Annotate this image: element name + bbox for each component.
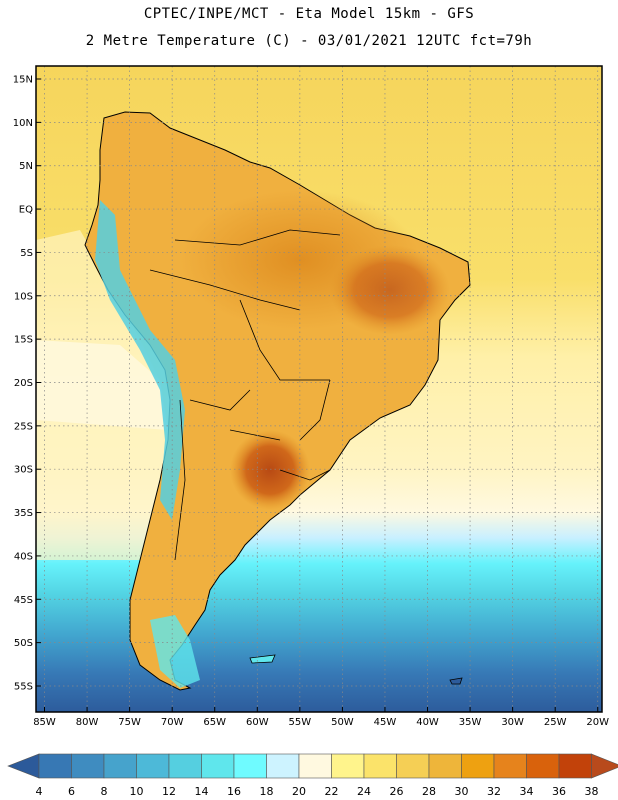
lon-tick-label: 70W: [161, 717, 184, 728]
lat-tick-label: 10N: [13, 118, 33, 129]
colorbar-swatch: [558, 753, 592, 779]
lat-tick-label: 15S: [14, 335, 33, 346]
colorbar-label: 32: [487, 785, 501, 798]
lat-tick-label: 35S: [14, 508, 33, 519]
colorbar-swatch: [38, 753, 72, 779]
colorbar-swatch: [428, 753, 462, 779]
lat-tick-label: 5S: [20, 248, 33, 259]
colorbar-label: 22: [325, 785, 339, 798]
colorbar-label: 28: [422, 785, 436, 798]
colorbar-label: 8: [101, 785, 108, 798]
map-frame: [35, 65, 603, 713]
colorbar-swatch: [136, 753, 170, 779]
colorbar-swatch: [493, 753, 527, 779]
colorbar-swatch: [266, 753, 300, 779]
lat-tick-label: 5N: [19, 161, 33, 172]
colorbar-swatch: [298, 753, 332, 779]
lat-tick-label: 40S: [14, 551, 33, 562]
colorbar-low-arrow: [7, 753, 40, 779]
lat-tick-label: 20S: [14, 378, 33, 389]
map-title-source: CPTEC/INPE/MCT - Eta Model 15km - GFS: [143, 6, 475, 22]
colorbar-swatch: [331, 753, 365, 779]
colorbar-label: 36: [552, 785, 566, 798]
colorbar-swatch: [363, 753, 397, 779]
lat-tick-label: 25S: [14, 421, 33, 432]
colorbar-swatch: [461, 753, 495, 779]
lon-tick-label: 85W: [33, 717, 56, 728]
lon-tick-label: 20W: [586, 717, 609, 728]
colorbar-swatch: [233, 753, 267, 779]
colorbar-high-arrow: [591, 753, 618, 779]
colorbar-swatch: [396, 753, 430, 779]
colorbar-label: 34: [520, 785, 534, 798]
lon-tick-label: 60W: [246, 717, 269, 728]
lon-tick-label: 50W: [331, 717, 354, 728]
colorbar-label: 6: [68, 785, 75, 798]
lat-tick-label: 45S: [14, 595, 33, 606]
temperature-colorbar: 4 6 8 10 12 14 16 18 20 22 24 26 28 30 32 34 36 38: [7, 753, 618, 798]
lat-tick-label: 10S: [14, 291, 33, 302]
lon-tick-label: 30W: [501, 717, 524, 728]
lat-tick-label: EQ: [19, 205, 33, 216]
colorbar-label: 20: [292, 785, 306, 798]
lon-tick-label: 25W: [544, 717, 567, 728]
colorbar-swatch: [71, 753, 105, 779]
colorbar-label: 10: [130, 785, 144, 798]
colorbar-label: 12: [162, 785, 176, 798]
lon-tick-label: 75W: [118, 717, 141, 728]
colorbar-label: 24: [357, 785, 371, 798]
lon-tick-label: 65W: [203, 717, 226, 728]
colorbar-label: 38: [585, 785, 599, 798]
colorbar-label: 18: [260, 785, 274, 798]
colorbar-label: 26: [390, 785, 404, 798]
colorbar-swatch: [201, 753, 235, 779]
colorbar-label: 30: [455, 785, 469, 798]
colorbar-label: 16: [227, 785, 241, 798]
lat-tick-label: 50S: [14, 638, 33, 649]
lon-tick-label: 45W: [374, 717, 397, 728]
lat-tick-label: 55S: [14, 681, 33, 692]
lon-tick-label: 40W: [416, 717, 439, 728]
lon-tick-label: 35W: [459, 717, 482, 728]
colorbar-label: 4: [36, 785, 43, 798]
lat-tick-label: 30S: [14, 465, 33, 476]
lat-tick-label: 15N: [13, 75, 33, 86]
lon-tick-label: 55W: [289, 717, 312, 728]
colorbar-label: 14: [195, 785, 209, 798]
colorbar-swatch: [103, 753, 137, 779]
colorbar-swatch: [526, 753, 560, 779]
colorbar-swatch: [168, 753, 202, 779]
lon-tick-label: 80W: [76, 717, 99, 728]
map-title-variable: 2 Metre Temperature (C) - 03/01/2021 12U…: [85, 33, 533, 49]
